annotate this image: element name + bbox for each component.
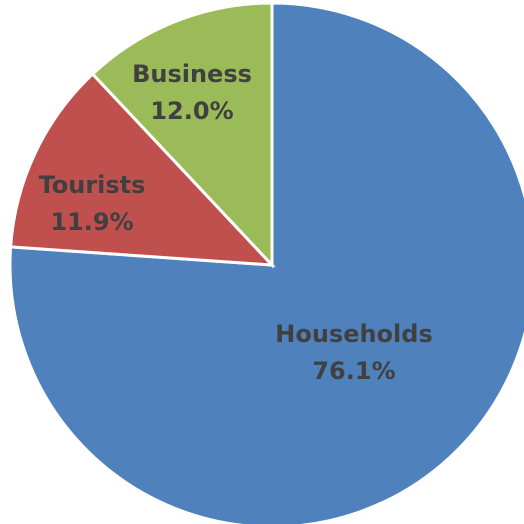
labels-layer: Households 76.1% Tourists 11.9% Business 12.0… — [39, 60, 433, 385]
slice-percent-households: 76.1% — [312, 357, 395, 385]
slice-label-tourists: Tourists — [39, 171, 146, 199]
slice-label-business: Business — [132, 60, 252, 88]
slice-percent-tourists: 11.9% — [50, 208, 133, 236]
slices-layer — [8, 1, 524, 524]
pie-slice-households — [8, 1, 524, 524]
slice-percent-business: 12.0% — [150, 97, 233, 125]
slice-label-households: Households — [275, 320, 433, 348]
pie-slice-business — [90, 1, 274, 269]
pie-slice-tourists — [9, 71, 276, 267]
